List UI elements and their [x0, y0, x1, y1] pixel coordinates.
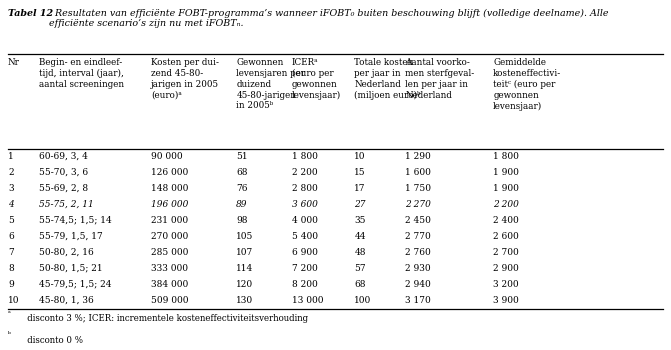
Text: 4 000: 4 000 — [292, 216, 318, 225]
Text: 4: 4 — [8, 199, 14, 209]
Text: 333 000: 333 000 — [151, 264, 188, 273]
Text: 196 000: 196 000 — [151, 199, 189, 209]
Text: 2 700: 2 700 — [493, 247, 519, 257]
Text: 100: 100 — [354, 296, 372, 304]
Text: 98: 98 — [236, 216, 248, 225]
Text: Resultaten van efficiënte FOBT-programma’s wanneer iFOBT₀ buiten beschouwing bli: Resultaten van efficiënte FOBT-programma… — [49, 9, 609, 28]
Text: 114: 114 — [236, 264, 254, 273]
Text: 51: 51 — [236, 152, 248, 161]
Text: 126 000: 126 000 — [151, 168, 189, 177]
Text: 35: 35 — [354, 216, 366, 225]
Text: 13 000: 13 000 — [292, 296, 323, 304]
Text: 107: 107 — [236, 247, 254, 257]
Text: 5 400: 5 400 — [292, 232, 318, 240]
Text: 89: 89 — [236, 199, 248, 209]
Text: 55-69, 2, 8: 55-69, 2, 8 — [39, 184, 88, 192]
Text: 2 940: 2 940 — [405, 280, 431, 289]
Text: 2 770: 2 770 — [405, 232, 431, 240]
Text: ICERᵃ
(euro per
gewonnen
levensjaar): ICERᵃ (euro per gewonnen levensjaar) — [292, 58, 341, 100]
Text: 2 760: 2 760 — [405, 247, 431, 257]
Text: 270 000: 270 000 — [151, 232, 189, 240]
Text: 57: 57 — [354, 264, 366, 273]
Text: 1 600: 1 600 — [405, 168, 431, 177]
Text: Kosten per dui-
zend 45-80-
jarigen in 2005
(euro)ᵃ: Kosten per dui- zend 45-80- jarigen in 2… — [151, 58, 219, 100]
Text: 1 290: 1 290 — [405, 152, 431, 161]
Text: 6: 6 — [8, 232, 14, 240]
Text: 7: 7 — [8, 247, 14, 257]
Text: 1 800: 1 800 — [493, 152, 519, 161]
Text: ᵃ: ᵃ — [8, 310, 11, 318]
Text: 15: 15 — [354, 168, 366, 177]
Text: 1 800: 1 800 — [292, 152, 318, 161]
Text: Begin- en eindleef-
tijd, interval (jaar),
aantal screeningen: Begin- en eindleef- tijd, interval (jaar… — [39, 58, 124, 89]
Text: 285 000: 285 000 — [151, 247, 189, 257]
Text: 3 600: 3 600 — [292, 199, 318, 209]
Text: 55-79, 1,5, 17: 55-79, 1,5, 17 — [39, 232, 103, 240]
Text: 3 900: 3 900 — [493, 296, 519, 304]
Text: 17: 17 — [354, 184, 366, 192]
Text: 27: 27 — [354, 199, 366, 209]
Text: 60-69, 3, 4: 60-69, 3, 4 — [39, 152, 88, 161]
Text: 2 900: 2 900 — [493, 264, 519, 273]
Text: 1: 1 — [8, 152, 14, 161]
Text: 2 200: 2 200 — [493, 199, 519, 209]
Text: 384 000: 384 000 — [151, 280, 189, 289]
Text: 68: 68 — [236, 168, 248, 177]
Text: 2: 2 — [8, 168, 13, 177]
Text: 48: 48 — [354, 247, 366, 257]
Text: Aantal voorko-
men sterfgeval-
len per jaar in
Nederland: Aantal voorko- men sterfgeval- len per j… — [405, 58, 474, 100]
Text: 509 000: 509 000 — [151, 296, 189, 304]
Text: 2 270: 2 270 — [405, 199, 431, 209]
Text: 2 800: 2 800 — [292, 184, 317, 192]
Text: 2 600: 2 600 — [493, 232, 519, 240]
Text: 76: 76 — [236, 184, 248, 192]
Text: 50-80, 2, 16: 50-80, 2, 16 — [39, 247, 94, 257]
Text: 1 900: 1 900 — [493, 184, 519, 192]
Text: Totale kosten
per jaar in
Nederland
(miljoen euro)ᵇ: Totale kosten per jaar in Nederland (mil… — [354, 58, 421, 100]
Text: disconto 0 %: disconto 0 % — [19, 336, 83, 345]
Text: 55-75, 2, 11: 55-75, 2, 11 — [39, 199, 94, 209]
Text: 1 750: 1 750 — [405, 184, 431, 192]
Text: 55-74,5; 1,5; 14: 55-74,5; 1,5; 14 — [39, 216, 111, 225]
Text: 1 900: 1 900 — [493, 168, 519, 177]
Text: Nr: Nr — [8, 58, 20, 68]
Text: 105: 105 — [236, 232, 254, 240]
Text: 7 200: 7 200 — [292, 264, 317, 273]
Text: 2 400: 2 400 — [493, 216, 519, 225]
Text: 45-80, 1, 36: 45-80, 1, 36 — [39, 296, 94, 304]
Text: 44: 44 — [354, 232, 366, 240]
Text: 3: 3 — [8, 184, 13, 192]
Text: 2 450: 2 450 — [405, 216, 431, 225]
Text: 5: 5 — [8, 216, 14, 225]
Text: 10: 10 — [354, 152, 366, 161]
Text: 50-80, 1,5; 21: 50-80, 1,5; 21 — [39, 264, 103, 273]
Text: 130: 130 — [236, 296, 254, 304]
Text: ᵇ: ᵇ — [8, 331, 11, 340]
Text: 3 170: 3 170 — [405, 296, 431, 304]
Text: 90 000: 90 000 — [151, 152, 183, 161]
Text: 45-79,5; 1,5; 24: 45-79,5; 1,5; 24 — [39, 280, 111, 289]
Text: Tabel 12: Tabel 12 — [8, 9, 53, 18]
Text: 8: 8 — [8, 264, 14, 273]
Text: 2 200: 2 200 — [292, 168, 317, 177]
Text: 120: 120 — [236, 280, 254, 289]
Text: 231 000: 231 000 — [151, 216, 188, 225]
Text: 10: 10 — [8, 296, 19, 304]
Text: Gewonnen
levensjaren per
duizend
45-80-jarigen
in 2005ᵇ: Gewonnen levensjaren per duizend 45-80-j… — [236, 58, 305, 111]
Text: 6 900: 6 900 — [292, 247, 318, 257]
Text: 9: 9 — [8, 280, 14, 289]
Text: 148 000: 148 000 — [151, 184, 189, 192]
Text: 68: 68 — [354, 280, 366, 289]
Text: Gemiddelde
kosteneffectivi-
teitᶜ (euro per
gewonnen
levensjaar): Gemiddelde kosteneffectivi- teitᶜ (euro … — [493, 58, 562, 111]
Text: 8 200: 8 200 — [292, 280, 317, 289]
Text: 2 930: 2 930 — [405, 264, 431, 273]
Text: disconto 3 %; ICER: incrementele kosteneffectiviteitsverhouding: disconto 3 %; ICER: incrementele kostene… — [19, 314, 308, 323]
Text: 3 200: 3 200 — [493, 280, 519, 289]
Text: 55-70, 3, 6: 55-70, 3, 6 — [39, 168, 88, 177]
